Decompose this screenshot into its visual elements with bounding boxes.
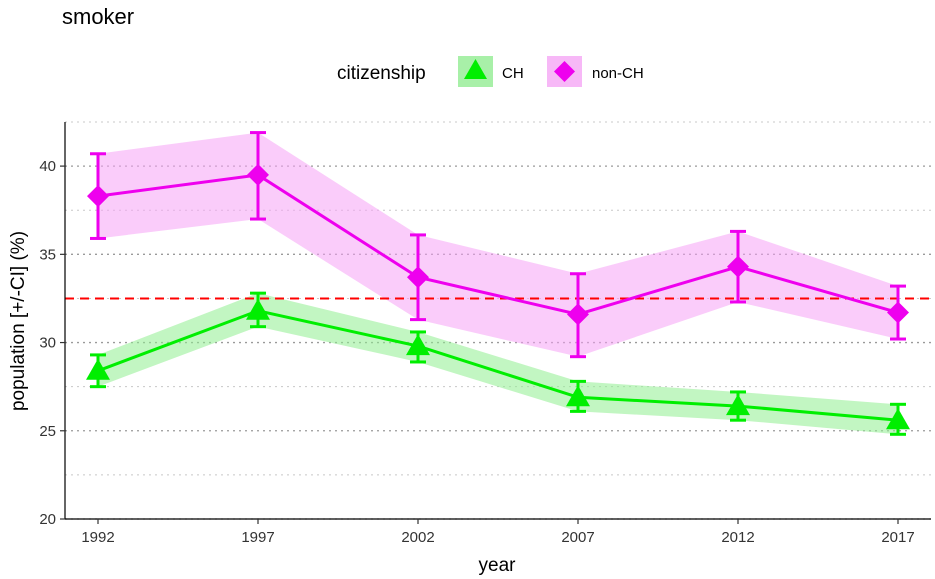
- data-point-non-ch: [887, 301, 909, 324]
- x-tick-label: 1992: [81, 529, 114, 546]
- data-point-ch: [406, 334, 430, 356]
- legend-label-non-ch: non-CH: [592, 65, 644, 82]
- legend-label-ch: CH: [502, 65, 524, 82]
- data-point-non-ch: [727, 255, 749, 278]
- x-tick-label: 2012: [721, 529, 754, 546]
- legend-title: citizenship: [337, 63, 426, 84]
- legend: citizenship CH non-CH: [337, 56, 644, 87]
- data-point-ch: [886, 408, 910, 430]
- axes: [64, 122, 931, 520]
- y-tick-label: 20: [39, 511, 56, 528]
- ci-band-non-ch: [98, 132, 898, 357]
- chart-title: smoker: [62, 4, 134, 29]
- x-tick-label: 2002: [401, 529, 434, 546]
- x-tick-labels: 1992 1997 2002 2007 2012 2017: [81, 519, 915, 546]
- ci-band-ch: [98, 293, 898, 435]
- y-axis-title: population [+/-CI] (%): [8, 231, 29, 411]
- data-point-non-ch: [407, 266, 429, 289]
- data-point-non-ch: [87, 185, 109, 208]
- data-point-ch: [246, 298, 270, 320]
- data-point-ch: [726, 394, 750, 416]
- y-tick-label: 30: [39, 335, 56, 352]
- y-tick-labels: 20 25 30 35 40: [39, 158, 65, 528]
- series-line-ch: [97, 309, 899, 422]
- series-line-non-ch: [97, 173, 899, 316]
- data-point-non-ch: [247, 163, 269, 186]
- data-point-non-ch: [567, 303, 589, 326]
- y-tick-label: 25: [39, 423, 56, 440]
- data-point-ch: [566, 385, 590, 407]
- legend-key-non-ch-marker: [554, 61, 575, 82]
- data-point-ch: [86, 358, 110, 380]
- series-points: [86, 163, 910, 430]
- x-axis-title: year: [479, 555, 517, 576]
- y-tick-label: 40: [39, 158, 56, 175]
- legend-key-ch-marker: [464, 59, 487, 79]
- x-tick-label: 2017: [881, 529, 914, 546]
- y-tick-label: 35: [39, 246, 56, 263]
- x-tick-label: 2007: [561, 529, 594, 546]
- x-tick-label: 1997: [241, 529, 274, 546]
- ci-bands: [98, 132, 898, 435]
- series-lines: [97, 173, 899, 422]
